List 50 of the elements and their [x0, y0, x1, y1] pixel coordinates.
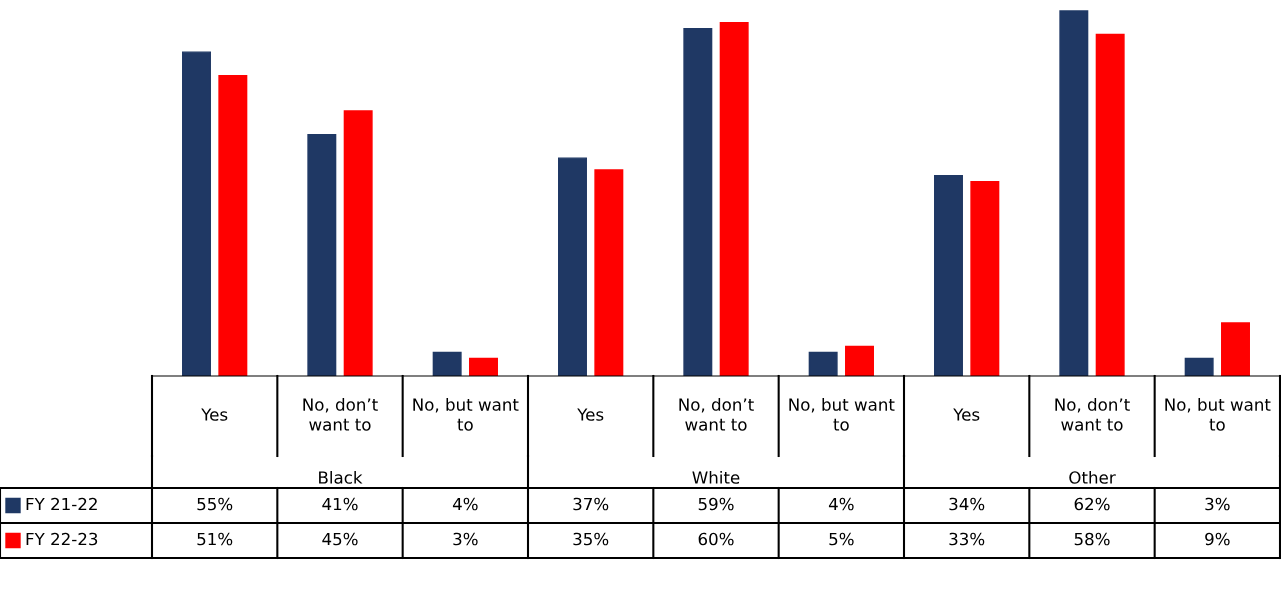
x-tick-label: Yes: [953, 408, 980, 421]
text: Black: [319, 470, 363, 484]
bar: [1184, 357, 1214, 376]
bar: [218, 75, 248, 376]
bar: [469, 357, 498, 376]
data-label: 35%: [573, 532, 609, 546]
data-label: 60%: [698, 532, 734, 546]
x-tick-label: Yes: [201, 408, 228, 421]
x-tick-label: No, but want to: [789, 397, 895, 431]
data-label: 62%: [1074, 497, 1110, 511]
data-label: 9%: [1205, 532, 1230, 546]
data-label: 55%: [197, 497, 233, 511]
bar: [683, 27, 713, 376]
data-label: 5%: [829, 532, 854, 546]
data-label: 3%: [453, 532, 478, 546]
bar: [970, 181, 1000, 376]
data-label: 45%: [322, 532, 358, 546]
data-label: 58%: [1074, 532, 1110, 546]
bar: [594, 169, 624, 376]
bar: [343, 110, 373, 376]
x-tick-label: No, don’t want to: [1055, 397, 1130, 431]
data-label: 51%: [197, 532, 233, 546]
x-tick-label: No, but want to: [1165, 397, 1271, 431]
bar: [558, 157, 587, 376]
text: Other: [1069, 470, 1116, 484]
bar: [432, 351, 462, 376]
bar: [934, 175, 963, 376]
x-tick-label: No, but want to: [413, 397, 519, 431]
data-label: 3%: [1205, 497, 1230, 511]
data-label: 4%: [452, 497, 478, 511]
x-tick-label: No, don’t want to: [679, 397, 754, 431]
bar: [808, 351, 838, 376]
text: White: [692, 470, 740, 484]
data-label: 41%: [322, 497, 358, 511]
data-label: 37%: [573, 497, 609, 511]
bar: [719, 22, 749, 376]
data-label: 59%: [698, 497, 734, 511]
data-label: 34%: [949, 497, 985, 511]
x-tick-label: Yes: [577, 408, 604, 421]
bar: [307, 133, 337, 376]
bar: [845, 345, 874, 376]
bar: [182, 51, 211, 376]
legend-label: FY 22-23: [26, 532, 98, 546]
legend-label: FY 21-22: [26, 497, 97, 511]
bar: [1221, 322, 1250, 376]
bar: [1095, 33, 1125, 376]
data-label: 33%: [949, 532, 985, 546]
data-label: 4%: [828, 497, 854, 511]
x-tick-label: No, don’t want to: [303, 397, 378, 431]
bar: [1059, 10, 1089, 376]
